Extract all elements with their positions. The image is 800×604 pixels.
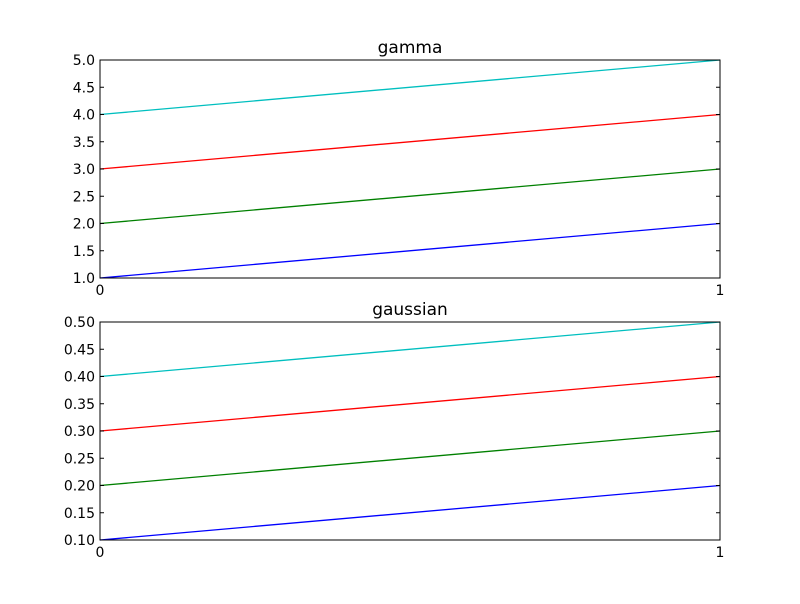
gamma-ytick-label: 2.0 [73,217,95,233]
gaussian-series-green-line [99,430,721,487]
gaussian-ytick-label: 0.45 [64,342,95,358]
gaussian-ytick-label: 0.50 [64,315,95,331]
gamma-title: gamma [378,38,443,58]
gamma-ytick-label: 2.5 [73,189,95,205]
gaussian-axes-frame [99,321,721,541]
gamma-ytick-label: 4.5 [73,80,95,96]
gamma-series-cyan-line [99,59,721,116]
gaussian-ytick-label: 0.10 [64,533,95,549]
gamma-series-blue-line [99,222,721,279]
gamma-ytick-label: 4.0 [73,108,95,124]
gaussian-ytick-label: 0.30 [64,424,95,440]
gamma-ytick-label: 1.5 [73,244,95,260]
gamma-xtick-label: 1 [716,283,725,299]
gaussian-series-red-line [99,375,721,432]
gamma-ytick-label: 1.0 [73,271,95,287]
gaussian-title: gaussian [372,300,448,320]
gamma-series-green-line [99,168,721,225]
gamma-subplot: 1.0 1.5 2.0 2.5 3.0 3.5 4.0 4.5 5.0 0 1 gamma [73,38,725,299]
gaussian-xtick-label: 1 [716,545,725,561]
gamma-series-red-line [99,113,721,170]
gaussian-ytick-label: 0.35 [64,397,95,413]
gaussian-subplot: 0.10 0.15 0.20 0.25 0.30 0.35 0.40 0.45 0.50 0 1 ga… [64,300,725,561]
gamma-ytick-label: 5.0 [73,53,95,69]
gamma-ytick-label: 3.5 [73,135,95,151]
gaussian-ytick-label: 0.20 [64,479,95,495]
gamma-ytick-label: 3.0 [73,162,95,178]
gaussian-ytick-label: 0.15 [64,506,95,522]
gaussian-series-cyan-line [99,321,721,378]
gaussian-xtick-label: 0 [96,545,105,561]
gaussian-ytick-label: 0.40 [64,370,95,386]
gamma-xtick-label: 0 [96,283,105,299]
gamma-axes-frame [99,59,721,279]
gaussian-series-blue-line [99,484,721,541]
gaussian-ytick-label: 0.25 [64,451,95,467]
